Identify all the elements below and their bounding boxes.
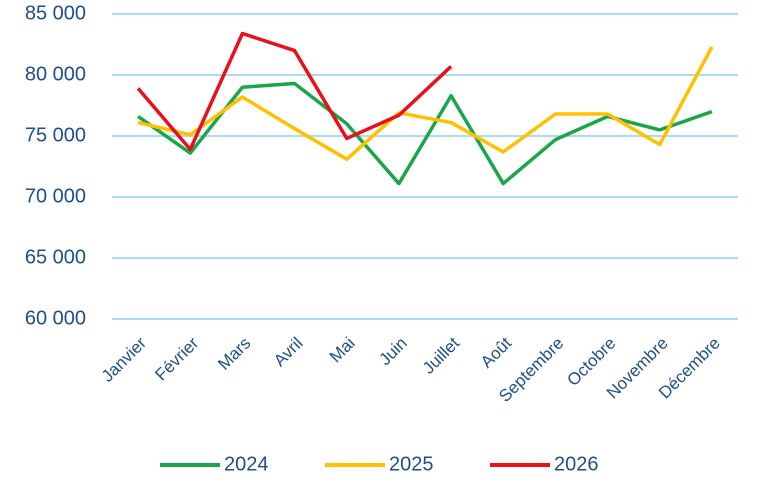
y-tick-label: 75 000 <box>25 124 86 146</box>
x-tick-label: Mars <box>214 334 254 374</box>
line-series <box>136 31 453 152</box>
y-tick-label: 65 000 <box>25 246 86 268</box>
x-tick-label: Mai <box>326 334 359 367</box>
legend-label: 2025 <box>389 453 434 475</box>
line-series <box>137 81 713 186</box>
x-tick-label: Juin <box>375 334 410 369</box>
legend-label: 2024 <box>224 453 269 475</box>
y-tick-label: 60 000 <box>25 307 86 329</box>
x-tick-label: Juillet <box>419 333 463 377</box>
line-series <box>137 46 714 161</box>
x-tick-label: Février <box>151 333 202 384</box>
y-tick-label: 80 000 <box>25 63 86 85</box>
legend-label: 2026 <box>554 453 599 475</box>
y-tick-label: 70 000 <box>25 185 86 207</box>
y-tick-label: 85 000 <box>25 2 86 24</box>
x-tick-label: Avril <box>270 334 307 371</box>
x-tick-label: Janvier <box>98 333 150 385</box>
x-tick-label: Août <box>477 333 515 371</box>
